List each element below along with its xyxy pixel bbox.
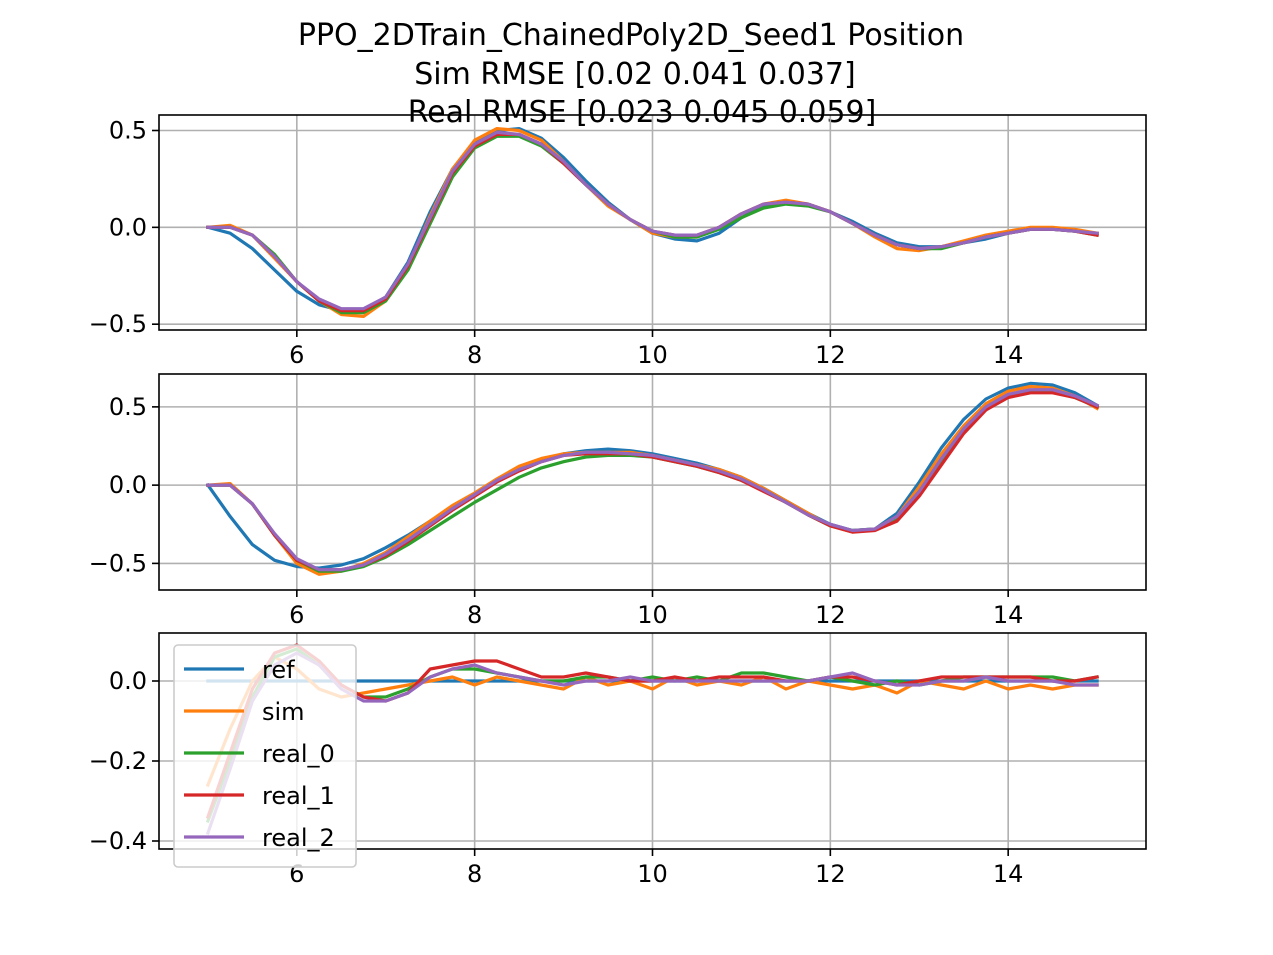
x-tick-label: 10: [637, 341, 668, 369]
figure-title: PPO_2DTrain_ChainedPoly2D_Seed1 Position…: [298, 18, 964, 130]
y-tick-label: −0.2: [89, 747, 147, 775]
legend-label-real-0: real_0: [262, 740, 335, 768]
x-tick-label: 12: [815, 860, 846, 888]
x-tick-label: 10: [637, 860, 668, 888]
x-tick-label: 6: [289, 601, 304, 629]
legend-label-real-2: real_2: [262, 824, 335, 852]
title-line-2: Sim RMSE [0.02 0.041 0.037]: [414, 57, 855, 92]
x-tick-label: 8: [467, 860, 482, 888]
title-line-1: PPO_2DTrain_ChainedPoly2D_Seed1 Position: [298, 18, 964, 53]
legend-label-sim: sim: [262, 698, 305, 726]
y-tick-label: 0.0: [109, 471, 147, 499]
y-tick-label: 0.5: [109, 116, 147, 144]
x-tick-label: 10: [637, 601, 668, 629]
x-tick-label: 14: [993, 601, 1024, 629]
series-group: [205, 381, 1100, 576]
series-line-real-2: [206, 130, 1099, 311]
x-tick-label: 14: [993, 860, 1024, 888]
y-tick-label: 0.0: [109, 213, 147, 241]
x-tick-label: 6: [289, 341, 304, 369]
x-tick-label: 12: [815, 341, 846, 369]
y-tick-label: −0.4: [89, 827, 147, 855]
y-tick-label: 0.0: [109, 667, 147, 695]
subplots: 6 8 10 12 14−0.50.00.56 8 10 12 14−0.50.00.56 8 10…: [89, 114, 1147, 888]
series-line-real-2: [206, 388, 1100, 572]
x-tick-label: 14: [993, 341, 1024, 369]
y-tick-label: −0.5: [89, 549, 147, 577]
subplot-3: 6 8 10 12 14−0.4−0.20.0 refsimreal_0real_1rea…: [89, 632, 1147, 888]
y-tick-label: −0.5: [89, 310, 147, 338]
title-line-3: Real RMSE [0.023 0.045 0.059]: [408, 95, 877, 130]
x-tick-label: 12: [815, 601, 846, 629]
legend-label-ref: ref: [262, 656, 295, 684]
subplot-2: 6 8 10 12 14 −0.5 0.0 0.5: [89, 373, 1147, 629]
subplot-1: 6 8 10 12 14 −0.5 0.0 0.5: [89, 114, 1147, 369]
x-tick-label: 8: [467, 601, 482, 629]
legend: ref sim real_0 real_1 real_2: [173, 644, 357, 868]
series-group: [205, 127, 1099, 318]
legend-box: [173, 644, 357, 868]
legend-label-real-1: real_1: [262, 782, 335, 810]
x-tick-label: 8: [467, 341, 482, 369]
y-tick-label: 0.5: [109, 393, 147, 421]
